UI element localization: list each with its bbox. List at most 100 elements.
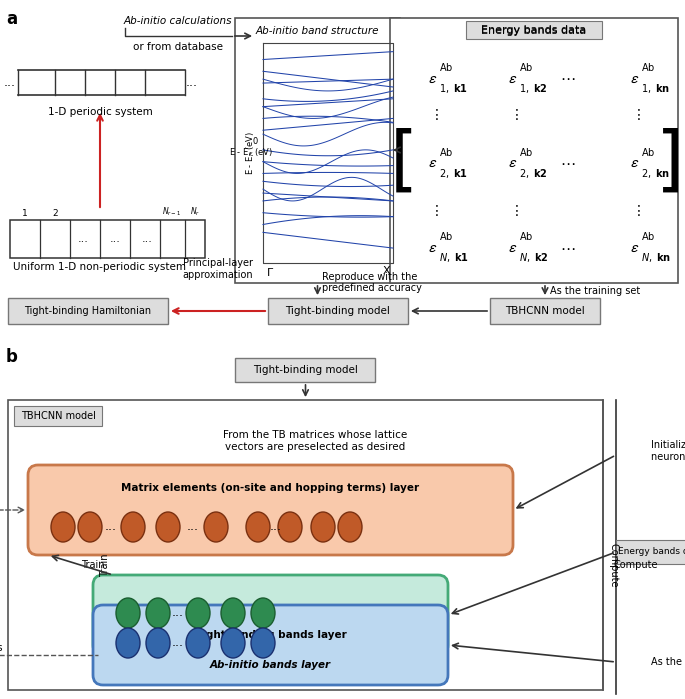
Bar <box>466 21 602 39</box>
Bar <box>236 358 375 382</box>
Text: $2,\ \mathbf{k1}$: $2,\ \mathbf{k1}$ <box>439 166 468 180</box>
Text: $\mathrm{Ab}$: $\mathrm{Ab}$ <box>519 61 534 73</box>
Bar <box>8 298 168 324</box>
Text: Energy bands data: Energy bands data <box>482 26 586 36</box>
Text: Compute: Compute <box>609 542 619 587</box>
Text: or from database: or from database <box>133 42 223 52</box>
Text: Ab-initio calculations: Ab-initio calculations <box>124 16 232 26</box>
Text: 1-D periodic system: 1-D periodic system <box>48 107 152 117</box>
Text: $\mathcal{\varepsilon}$: $\mathcal{\varepsilon}$ <box>428 71 437 85</box>
Text: TBHCNN model: TBHCNN model <box>21 411 95 421</box>
FancyBboxPatch shape <box>93 605 448 685</box>
Text: 1: 1 <box>22 209 28 218</box>
Ellipse shape <box>338 512 362 542</box>
Text: 2: 2 <box>52 209 58 218</box>
Text: $N,\ \mathbf{k2}$: $N,\ \mathbf{k2}$ <box>519 251 549 264</box>
Ellipse shape <box>204 512 228 542</box>
Text: $\mathrm{Ab}$: $\mathrm{Ab}$ <box>519 230 534 242</box>
Text: ...: ... <box>172 607 184 619</box>
Text: Energy bands data: Energy bands data <box>619 547 685 556</box>
Ellipse shape <box>251 628 275 658</box>
Text: 0: 0 <box>253 138 258 147</box>
Text: $\cdots$: $\cdots$ <box>560 240 575 254</box>
Ellipse shape <box>156 512 180 542</box>
Text: Uniform 1-D non-periodic system: Uniform 1-D non-periodic system <box>14 262 186 272</box>
Bar <box>268 298 408 324</box>
Ellipse shape <box>221 598 245 628</box>
Text: $\mathrm{Ab}$: $\mathrm{Ab}$ <box>439 61 453 73</box>
Text: $\mathrm{Ab}$: $\mathrm{Ab}$ <box>641 230 656 242</box>
Text: $1,\ \mathbf{kn}$: $1,\ \mathbf{kn}$ <box>641 82 670 95</box>
Text: $\mathcal{\varepsilon}$: $\mathcal{\varepsilon}$ <box>508 71 517 85</box>
Text: $\cdots$: $\cdots$ <box>560 71 575 85</box>
Text: Ab-initio bands layer: Ab-initio bands layer <box>210 660 331 670</box>
FancyBboxPatch shape <box>28 465 513 555</box>
Text: X: X <box>382 266 390 276</box>
Text: $\vdots$: $\vdots$ <box>631 203 641 217</box>
Text: Tight-binding model: Tight-binding model <box>253 365 358 375</box>
FancyBboxPatch shape <box>93 575 448 655</box>
Text: Tight-binding Hamiltonian: Tight-binding Hamiltonian <box>25 306 151 316</box>
Bar <box>14 406 102 426</box>
Text: E - E$_F$ (eV): E - E$_F$ (eV) <box>229 147 273 159</box>
Text: ...: ... <box>77 234 88 244</box>
Text: a: a <box>6 10 17 28</box>
Text: ...: ... <box>270 521 282 533</box>
Text: ...: ... <box>172 637 184 649</box>
Ellipse shape <box>146 598 170 628</box>
Text: $\mathcal{\varepsilon}$: $\mathcal{\varepsilon}$ <box>428 155 437 170</box>
Ellipse shape <box>221 628 245 658</box>
Text: From the TB matrices whose lattice
vectors are preselected as desired: From the TB matrices whose lattice vecto… <box>223 430 408 452</box>
Text: $\vdots$: $\vdots$ <box>429 203 439 217</box>
Text: $N,\ \mathbf{k1}$: $N,\ \mathbf{k1}$ <box>439 251 469 264</box>
Text: Ab-initio band structure: Ab-initio band structure <box>256 26 379 36</box>
Text: $\mathcal{\varepsilon}$: $\mathcal{\varepsilon}$ <box>428 240 437 254</box>
Text: Train: Train <box>82 560 105 570</box>
Text: $\cdots$: $\cdots$ <box>560 155 575 170</box>
Text: $N,\ \mathbf{kn}$: $N,\ \mathbf{kn}$ <box>641 251 671 264</box>
Text: $\vdots$: $\vdots$ <box>429 108 439 122</box>
Text: $\mathrm{Ab}$: $\mathrm{Ab}$ <box>439 230 453 242</box>
Bar <box>10 220 205 258</box>
Bar <box>616 540 685 564</box>
Text: $\vdots$: $\vdots$ <box>509 108 519 122</box>
Text: $2,\ \mathbf{k2}$: $2,\ \mathbf{k2}$ <box>519 166 548 180</box>
Text: b: b <box>6 348 18 366</box>
Text: $\mathrm{Ab}$: $\mathrm{Ab}$ <box>439 145 453 157</box>
Bar <box>390 18 678 283</box>
Text: $\vdots$: $\vdots$ <box>509 203 519 217</box>
Bar <box>8 400 603 690</box>
Text: $2,\ \mathbf{kn}$: $2,\ \mathbf{kn}$ <box>641 166 670 180</box>
Text: Train: Train <box>100 553 110 577</box>
Text: $\mathcal{\varepsilon}$: $\mathcal{\varepsilon}$ <box>630 155 639 170</box>
Ellipse shape <box>278 512 302 542</box>
Text: $\mathrm{Ab}$: $\mathrm{Ab}$ <box>519 145 534 157</box>
Text: Principal-layer
approximation: Principal-layer approximation <box>183 259 253 280</box>
Text: E - E$_F$ (eV): E - E$_F$ (eV) <box>245 131 258 175</box>
Ellipse shape <box>116 598 140 628</box>
Ellipse shape <box>186 598 210 628</box>
Text: Matrix elements (on-site and hopping terms) layer: Matrix elements (on-site and hopping ter… <box>121 483 419 493</box>
Text: ...: ... <box>105 521 117 533</box>
Ellipse shape <box>121 512 145 542</box>
Text: ...: ... <box>187 521 199 533</box>
Text: $1,\ \mathbf{k1}$: $1,\ \mathbf{k1}$ <box>439 82 468 95</box>
Text: As the training set: As the training set <box>651 657 685 667</box>
Text: ]: ] <box>656 128 684 197</box>
Text: [: [ <box>390 128 418 197</box>
Ellipse shape <box>186 628 210 658</box>
Text: Tight-binding model: Tight-binding model <box>286 306 390 316</box>
Ellipse shape <box>251 598 275 628</box>
Text: Energy bands data: Energy bands data <box>482 25 586 35</box>
Text: $\Gamma$: $\Gamma$ <box>266 266 274 278</box>
Text: $\mathrm{Ab}$: $\mathrm{Ab}$ <box>641 145 656 157</box>
Text: ...: ... <box>142 234 153 244</box>
Text: $\vdots$: $\vdots$ <box>631 108 641 122</box>
Text: Compute: Compute <box>614 560 658 570</box>
Text: ...: ... <box>4 75 16 89</box>
Text: $N_r$: $N_r$ <box>190 206 200 218</box>
Ellipse shape <box>246 512 270 542</box>
Text: $\mathcal{\varepsilon}$: $\mathcal{\varepsilon}$ <box>508 155 517 170</box>
Text: As the training set: As the training set <box>550 285 640 296</box>
Text: $N_{r-1}$: $N_{r-1}$ <box>162 206 182 218</box>
